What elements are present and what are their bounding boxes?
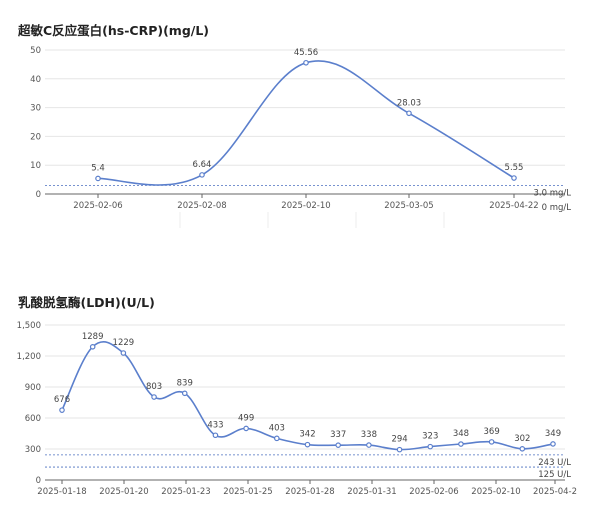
x-tick-label: 2025-02-10 [471,487,520,497]
reference-label: 3.0 mg/L [534,188,572,198]
data-label: 803 [146,382,162,392]
data-point [335,442,341,448]
y-tick-label: 1,200 [17,352,41,362]
reference-label: 0 mg/L [542,203,572,213]
x-tick-label: 2025-01-23 [161,487,210,497]
y-tick-label: 20 [30,132,41,142]
data-point [427,443,434,450]
data-label: 1229 [113,338,135,348]
y-tick-label: 300 [25,445,41,455]
y-tick-label: 40 [30,75,41,85]
y-tick-label: 0 [36,190,41,200]
data-label: 294 [391,435,407,445]
chart-title-ldh: 乳酸脱氢酶(LDH)(U/L) [18,295,155,310]
data-point [243,425,249,432]
y-tick-label: 1,500 [17,321,41,331]
data-point [406,110,412,117]
data-label: 1289 [82,332,104,342]
x-tick-label: 2025-04-2 [533,487,577,497]
data-point [59,407,65,413]
y-tick-label: 50 [30,46,41,56]
data-point [151,394,157,400]
data-point [199,172,205,178]
data-point [304,441,311,448]
data-label: 499 [238,413,254,423]
series-line [97,60,515,186]
y-tick-label: 0 [36,476,41,486]
data-label: 433 [207,420,223,430]
data-point [181,390,188,397]
data-point [511,175,517,181]
data-label: 45.56 [294,48,318,58]
x-tick-label: 2025-01-28 [285,487,334,497]
data-point [212,432,219,439]
data-label: 302 [514,434,530,444]
data-label: 338 [361,430,377,440]
data-point [488,439,495,445]
data-point [550,441,556,447]
y-tick-label: 600 [25,414,41,424]
data-label: 839 [177,378,193,388]
x-tick-label: 2025-02-06 [409,487,458,497]
data-point [396,446,403,453]
data-label: 349 [545,429,561,439]
data-point [458,441,464,447]
data-point [366,442,372,448]
reference-label: 125 U/L [538,470,571,480]
x-tick-label: 2025-01-18 [37,487,86,497]
y-tick-label: 10 [30,161,41,171]
data-label: 28.03 [397,98,421,108]
x-tick-label: 2025-01-31 [347,487,396,497]
x-tick-label: 2025-01-20 [99,487,148,497]
reference-label: 243 U/L [538,458,571,468]
data-label: 676 [54,395,70,405]
crp-chart: 0 10 20 30 40 50 3.0 mg/L 0 mg/L 2025-02-06 2025-… [30,46,572,228]
y-tick-label: 30 [30,104,41,114]
data-point [120,350,127,356]
data-point [89,344,96,350]
x-tick-label: 2025-02-06 [73,201,122,211]
data-point [519,445,526,452]
data-point [303,59,309,66]
data-point [274,435,280,442]
data-label: 6.64 [193,160,212,170]
ldh-chart: 0 300 600 900 1,200 1,500 243 U/L 125 U/L 2025-0… [17,321,577,497]
data-label: 369 [484,427,500,437]
x-tick-label: 2025-03-05 [384,201,433,211]
x-tick-label: 2025-02-08 [177,201,226,211]
x-tick-label: 2025-01-25 [223,487,272,497]
x-tick-label: 2025-04-22 [489,201,538,211]
data-label: 337 [330,430,346,440]
data-label: 323 [422,432,438,442]
data-label: 342 [299,430,315,440]
chart-title-crp: 超敏C反应蛋白(hs-CRP)(mg/L) [18,23,210,38]
data-label: 348 [453,429,469,439]
x-tick-label: 2025-02-10 [281,201,330,211]
data-label: 403 [269,423,285,433]
y-tick-label: 900 [25,383,41,393]
data-label: 5.4 [91,163,105,173]
data-label: 5.55 [505,163,524,173]
data-point [95,175,101,182]
